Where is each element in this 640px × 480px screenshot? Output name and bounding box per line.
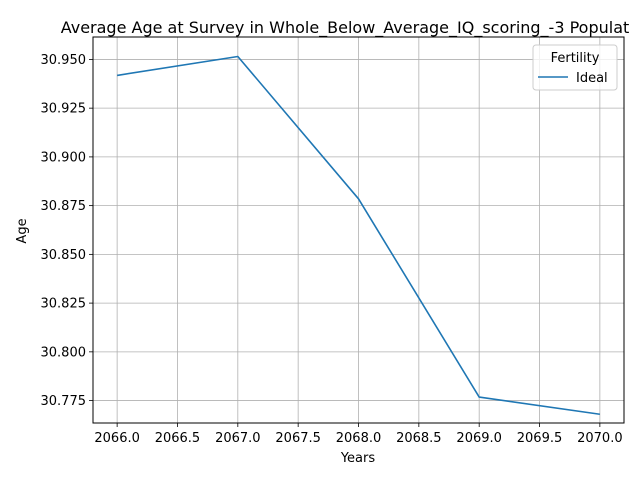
series-layer (117, 55, 600, 416)
legend-title: Fertility (551, 51, 600, 66)
y-tick-label: 30.850 (41, 248, 87, 263)
x-tick-label: 2068.5 (396, 431, 442, 446)
y-tick-label: 30.800 (41, 345, 87, 360)
x-axis-label: Years (340, 451, 376, 466)
x-tick-label: 2067.5 (275, 431, 321, 446)
series-line-ideal (117, 55, 600, 416)
x-tick-label: 2066.5 (155, 431, 201, 446)
y-tick-label: 30.775 (41, 394, 87, 409)
x-tick-label: 2070.0 (577, 431, 623, 446)
grid (93, 37, 624, 423)
y-tick-label: 30.900 (41, 150, 87, 165)
chart-title: Average Age at Survey in Whole_Below_Ave… (61, 18, 630, 38)
legend-box (532, 44, 618, 91)
y-tick-label: 30.875 (41, 199, 87, 214)
x-axis: 2066.0 2066.5 2067.0 2067.5 2068.0 2068.5 2069… (94, 423, 623, 446)
legend: Fertility Ideal (532, 44, 618, 91)
legend-label-ideal: Ideal (576, 71, 608, 86)
y-axis-label: Age (15, 218, 30, 243)
y-tick-label: 30.925 (41, 102, 87, 117)
y-tick-label: 30.825 (41, 297, 87, 312)
x-tick-label: 2068.0 (336, 431, 382, 446)
x-tick-label: 2067.0 (215, 431, 261, 446)
y-axis: 30.775 30.800 30.825 30.850 30.875 30.900 30.9… (41, 53, 93, 409)
x-tick-label: 2069.5 (517, 431, 563, 446)
x-tick-label: 2066.0 (94, 431, 140, 446)
y-tick-label: 30.950 (41, 53, 87, 68)
x-tick-label: 2069.0 (456, 431, 502, 446)
